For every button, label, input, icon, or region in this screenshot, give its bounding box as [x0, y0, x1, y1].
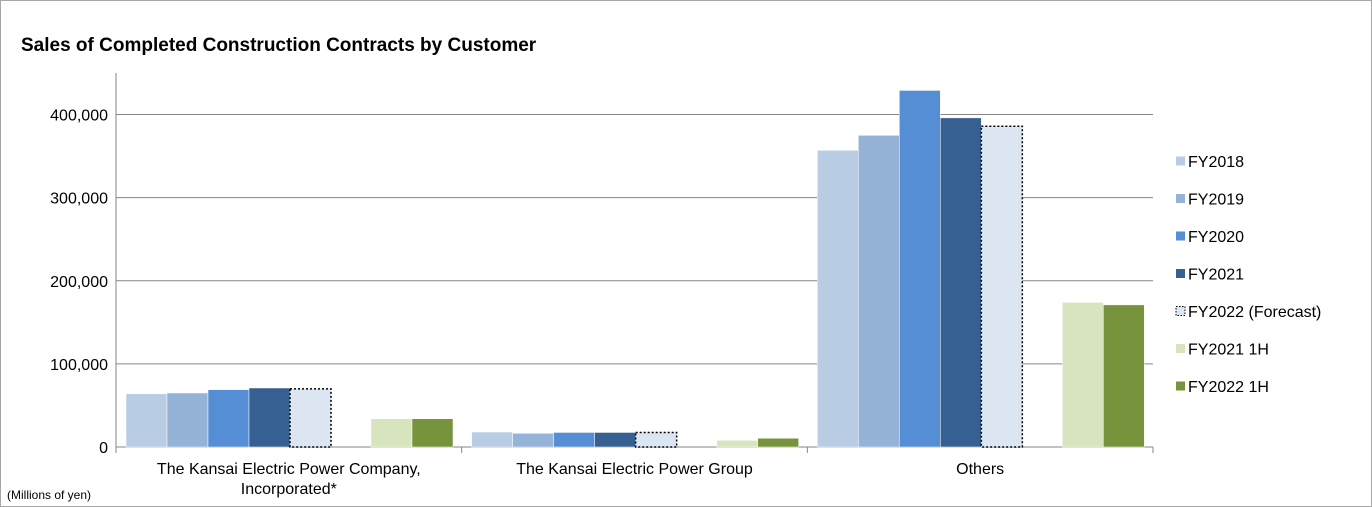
bar [757, 438, 799, 448]
bar [289, 388, 332, 448]
bar [553, 432, 595, 448]
legend-swatch [1176, 269, 1185, 278]
y-tick-label: 0 [99, 440, 108, 457]
x-category-label: The Kansai Electric Power Group [516, 461, 753, 478]
legend-label: FY2021 1H [1188, 342, 1269, 359]
legend-swatch [1176, 231, 1185, 241]
legend-swatch [1176, 381, 1185, 391]
bar [940, 117, 982, 448]
legend-label: FY2022 (Forecast) [1188, 304, 1321, 321]
y-tick-label: 100,000 [50, 357, 108, 374]
bar [125, 393, 168, 448]
bar [716, 440, 758, 448]
bar [411, 418, 454, 448]
bar [1062, 302, 1104, 448]
bar [248, 387, 291, 448]
bar [1103, 304, 1145, 448]
bar [817, 150, 859, 448]
bar [980, 125, 1024, 448]
legend-label: FY2021 [1188, 267, 1244, 284]
chart-title: Sales of Completed Construction Contract… [21, 35, 537, 56]
bar [512, 433, 554, 448]
bar [370, 418, 413, 448]
legend-swatch [1175, 306, 1186, 316]
x-category-label: Incorporated* [241, 481, 337, 498]
legend-label: FY2019 [1188, 192, 1244, 209]
x-category-label: Others [956, 461, 1004, 478]
units-note: (Millions of yen) [7, 488, 92, 502]
bar [207, 389, 250, 448]
bar [594, 432, 636, 448]
legend-label: FY2018 [1188, 154, 1244, 171]
x-category-label: The Kansai Electric Power Company, [157, 461, 421, 478]
bar [471, 431, 513, 448]
bar [166, 392, 209, 448]
y-tick-label: 200,000 [50, 274, 108, 291]
y-tick-label: 400,000 [50, 108, 108, 125]
legend-swatch [1176, 194, 1185, 203]
bar [858, 135, 900, 448]
bar [634, 431, 678, 448]
legend-swatch [1176, 344, 1185, 353]
bar [899, 90, 941, 448]
legend-swatch [1176, 156, 1185, 166]
legend-label: FY2020 [1188, 229, 1244, 246]
y-tick-label: 300,000 [50, 191, 108, 208]
legend-label: FY2022 1H [1188, 379, 1269, 396]
